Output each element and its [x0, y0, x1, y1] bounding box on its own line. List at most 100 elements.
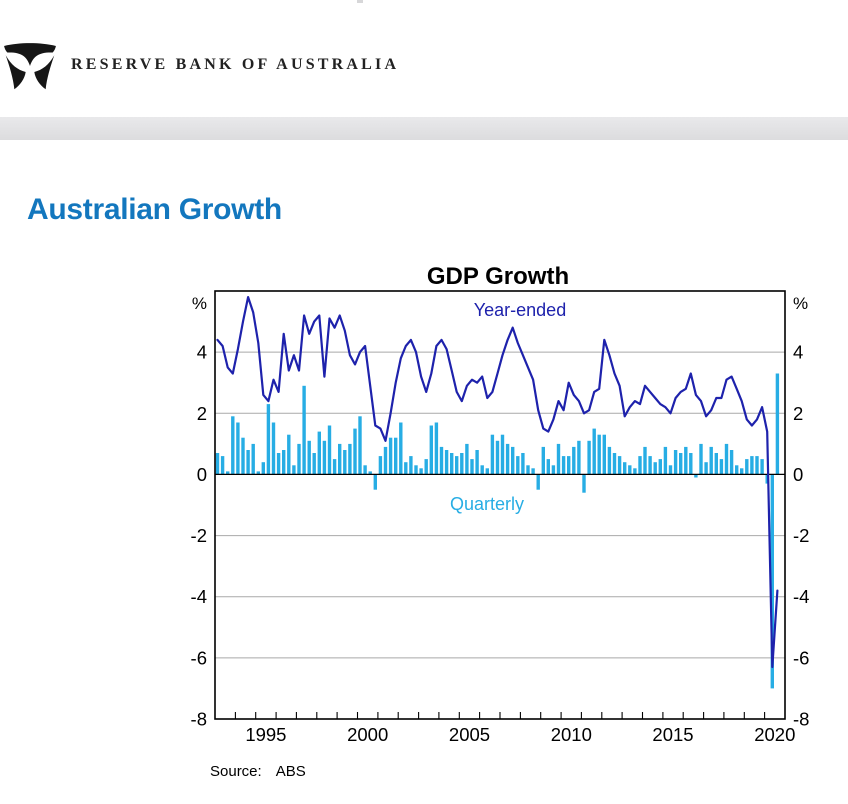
quarterly-bar [541, 446, 545, 475]
y-unit-left: % [192, 294, 207, 313]
quarterly-bar [266, 404, 271, 475]
quarterly-bar [556, 443, 561, 475]
quarterly-bar [526, 465, 530, 475]
chart-title: GDP Growth [427, 263, 569, 290]
quarterly-bar [740, 468, 744, 475]
quarterly-bar [612, 453, 617, 475]
quarterly-bar [424, 459, 428, 475]
series-label-year-ended: Year-ended [474, 300, 566, 320]
quarterly-bar [394, 437, 398, 475]
quarterly-bar [648, 456, 652, 475]
quarterly-bar [307, 440, 311, 475]
page-title: Australian Growth [27, 193, 282, 226]
quarterly-bar [226, 471, 230, 475]
quarterly-bar [684, 446, 688, 475]
quarterly-bar [444, 450, 449, 475]
top-edge-artifact [357, 0, 363, 3]
quarterly-bar [322, 440, 327, 475]
quarterly-bar [689, 453, 693, 475]
quarterly-bar [399, 422, 403, 475]
y-label-left--6: -6 [191, 647, 207, 668]
quarterly-bar [587, 440, 591, 475]
quarterly-bar [755, 456, 759, 475]
quarterly-bar [719, 459, 724, 475]
quarterly-bar [770, 474, 774, 689]
quarterly-bar [327, 425, 332, 475]
quarterly-bar [516, 456, 520, 475]
y-label-right-2: 2 [793, 403, 803, 424]
y-label-left-0: 0 [197, 464, 207, 485]
y-label-left--8: -8 [191, 708, 207, 729]
x-label-2005: 2005 [449, 724, 490, 745]
brand-wordmark[interactable]: RESERVE BANK OF AUSTRALIA [71, 56, 400, 73]
quarterly-bar [312, 453, 316, 475]
quarterly-bar [699, 443, 703, 475]
quarterly-bar [338, 443, 342, 475]
y-label-left-4: 4 [197, 342, 207, 363]
quarterly-bar [709, 446, 713, 475]
quarterly-bar [673, 450, 678, 475]
quarterly-bar [404, 462, 408, 475]
quarterly-bar [531, 468, 535, 475]
quarterly-bar [373, 474, 377, 490]
quarterly-bar [343, 450, 347, 475]
quarterly-bar [302, 385, 306, 475]
quarterly-bar [470, 459, 474, 475]
quarterly-bar [638, 456, 642, 475]
quarterly-bar [617, 456, 622, 475]
quarterly-bar [439, 446, 444, 475]
quarterly-bar [332, 459, 337, 475]
quarterly-bar [592, 428, 596, 475]
y-label-right--2: -2 [793, 525, 809, 546]
quarterly-bar [419, 468, 423, 475]
quarterly-bar [409, 456, 413, 475]
quarterly-bar [490, 434, 495, 475]
quarterly-bar [256, 471, 260, 475]
quarterly-bar [735, 465, 739, 475]
quarterly-bar [215, 453, 220, 475]
quarterly-bar [551, 465, 556, 475]
quarterly-bar [485, 468, 489, 475]
quarterly-bar [546, 459, 550, 475]
quarterly-bar [378, 456, 383, 475]
quarterly-bar [724, 443, 729, 475]
x-label-2010: 2010 [551, 724, 592, 745]
quarterly-bar [633, 468, 637, 475]
quarterly-bar [505, 443, 510, 475]
rba-logo-glyph [4, 43, 56, 90]
quarterly-bar [572, 446, 576, 475]
y-label-right--4: -4 [793, 586, 809, 607]
quarterly-bar [348, 443, 352, 475]
quarterly-bar [383, 446, 388, 475]
series-label-quarterly: Quarterly [450, 494, 524, 514]
quarterly-bar [434, 422, 439, 475]
quarterly-bars [215, 373, 780, 689]
quarterly-bar [429, 425, 433, 475]
y-label-right--6: -6 [793, 647, 809, 668]
quarterly-bar [460, 453, 464, 475]
quarterly-bar [658, 459, 662, 475]
quarterly-bar [521, 453, 525, 475]
quarterly-bar [679, 453, 683, 475]
chart-source: Source: ABS [210, 763, 306, 780]
y-label-left-2: 2 [197, 403, 207, 424]
quarterly-bar [511, 446, 515, 475]
quarterly-bar [750, 456, 754, 475]
quarterly-bar [643, 446, 647, 475]
quarterly-bar [297, 443, 301, 475]
quarterly-bar [414, 465, 418, 475]
quarterly-bar [236, 422, 240, 475]
rba-logo[interactable] [3, 39, 57, 93]
quarterly-bar [567, 456, 571, 475]
quarterly-bar [450, 453, 454, 475]
quarterly-bar [276, 453, 281, 475]
quarterly-bar [220, 456, 225, 475]
quarterly-bar [261, 462, 265, 475]
quarterly-bar [602, 434, 606, 475]
quarterly-bar [628, 465, 632, 475]
quarterly-bar [582, 474, 586, 493]
x-label-1995: 1995 [245, 724, 286, 745]
quarterly-bar [607, 446, 612, 475]
quarterly-bar [668, 465, 673, 475]
